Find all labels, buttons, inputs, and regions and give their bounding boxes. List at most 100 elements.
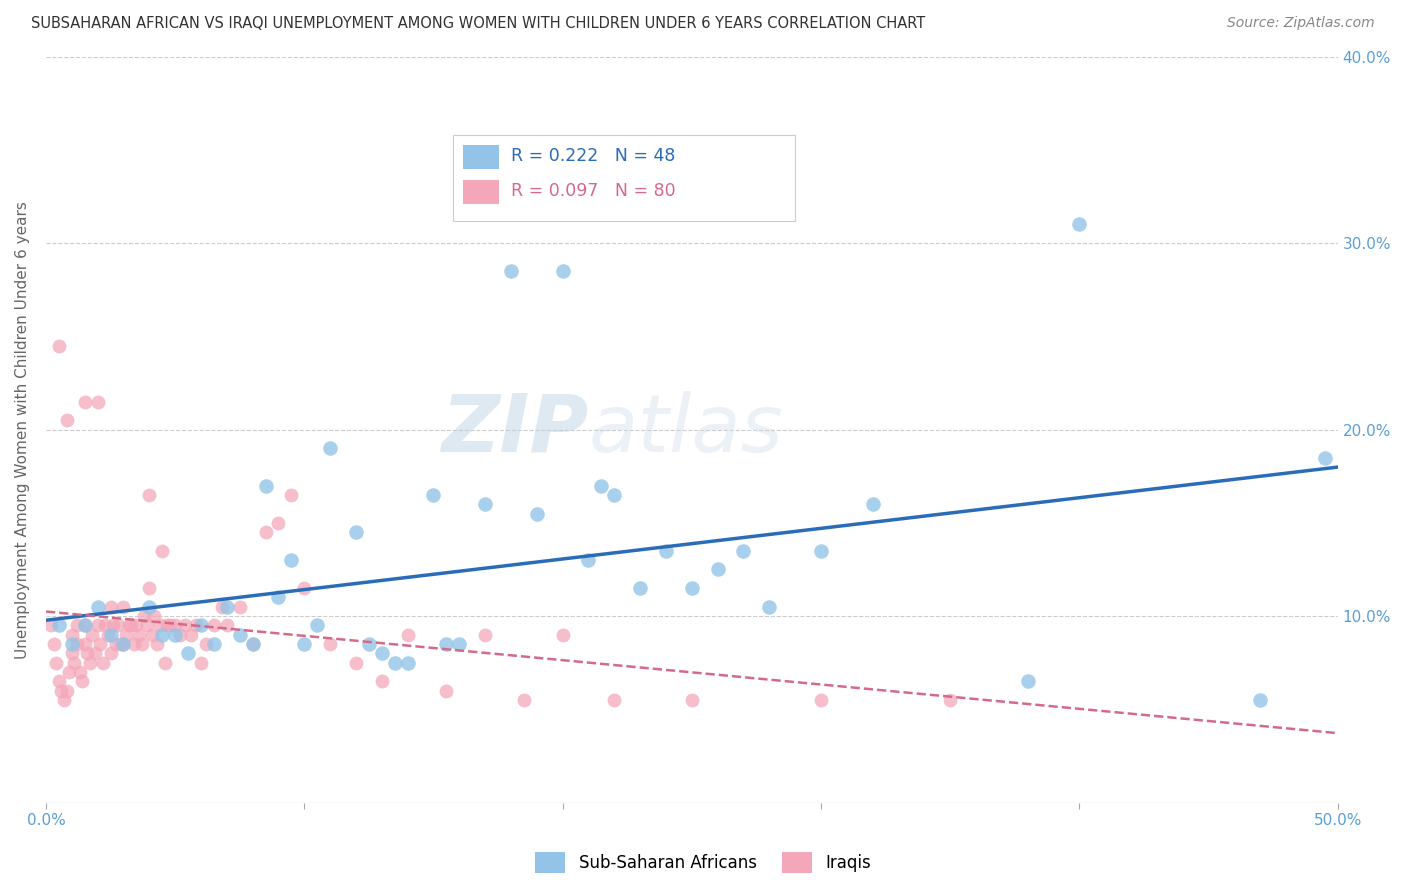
Point (150, 543, 173, 558)
Y-axis label: Unemployment Among Women with Children Under 6 years: Unemployment Among Women with Children U… (15, 201, 30, 658)
Point (135, 618, 157, 632)
Point (681, 581, 703, 595)
Point (149, 618, 172, 632)
Point (449, 637, 471, 651)
Point (48, 618, 70, 632)
Point (165, 628, 187, 642)
Point (146, 637, 169, 651)
Point (55, 683, 77, 698)
Point (141, 628, 163, 642)
Point (422, 488, 444, 502)
Point (242, 637, 264, 651)
Point (434, 683, 457, 698)
Point (153, 656, 176, 670)
Point (73, 394, 96, 409)
Point (117, 618, 139, 632)
Point (344, 525, 367, 540)
Point (122, 637, 145, 651)
Point (551, 264, 574, 278)
Legend: Sub-Saharan Africans, Iraqis: Sub-Saharan Africans, Iraqis (529, 846, 877, 880)
Point (58, 665, 80, 679)
Point (242, 637, 264, 651)
Point (39, 618, 62, 632)
Point (48, 339, 70, 353)
Point (53, 693, 76, 707)
Point (66, 618, 89, 632)
Point (112, 637, 135, 651)
Point (51, 683, 73, 698)
Point (344, 656, 367, 670)
Point (190, 618, 212, 632)
Point (513, 693, 536, 707)
Point (810, 693, 832, 707)
Point (1313, 450, 1336, 465)
Point (184, 618, 207, 632)
Point (280, 488, 302, 502)
Text: R = 0.222   N = 48: R = 0.222 N = 48 (510, 147, 675, 165)
Point (319, 637, 342, 651)
Point (115, 628, 138, 642)
Point (307, 618, 329, 632)
Point (280, 553, 302, 567)
Point (42, 637, 65, 651)
FancyBboxPatch shape (463, 180, 499, 203)
Point (228, 628, 250, 642)
Point (138, 488, 160, 502)
Point (131, 637, 153, 651)
FancyBboxPatch shape (463, 145, 499, 169)
Point (60, 646, 83, 660)
Point (84, 646, 107, 660)
Point (578, 553, 600, 567)
Point (681, 693, 703, 707)
Point (138, 581, 160, 595)
Point (254, 478, 277, 492)
Point (134, 609, 156, 624)
Point (211, 599, 233, 614)
Point (100, 646, 122, 660)
Point (125, 618, 148, 632)
Point (195, 637, 218, 651)
Point (86, 599, 108, 614)
Point (86, 618, 108, 632)
Text: ZIP: ZIP (441, 391, 589, 468)
Point (169, 628, 191, 642)
Point (551, 628, 574, 642)
Point (371, 646, 394, 660)
Point (177, 646, 200, 660)
Point (94, 618, 117, 632)
Point (55, 413, 77, 427)
Point (733, 543, 755, 558)
Point (97, 628, 120, 642)
Point (202, 618, 225, 632)
Point (104, 637, 127, 651)
Point (215, 599, 238, 614)
Point (591, 478, 613, 492)
Point (69, 665, 91, 679)
Point (215, 618, 238, 632)
Point (45, 656, 67, 670)
Point (89, 637, 111, 651)
Point (60, 637, 83, 651)
Point (63, 656, 86, 670)
Point (159, 618, 181, 632)
Point (939, 693, 962, 707)
Point (1017, 674, 1039, 689)
Point (190, 656, 212, 670)
Point (628, 581, 651, 595)
Point (202, 637, 225, 651)
Point (292, 581, 315, 595)
Point (79, 656, 101, 670)
Point (128, 628, 150, 642)
Point (396, 656, 419, 670)
Text: R = 0.097   N = 80: R = 0.097 N = 80 (510, 182, 676, 200)
Text: Source: ZipAtlas.com: Source: ZipAtlas.com (1227, 16, 1375, 30)
Point (66, 637, 89, 651)
Point (100, 628, 122, 642)
Point (434, 637, 457, 651)
Point (107, 618, 129, 632)
Point (73, 637, 96, 651)
Point (254, 525, 277, 540)
Point (371, 674, 394, 689)
Point (110, 637, 132, 651)
FancyBboxPatch shape (453, 135, 796, 220)
